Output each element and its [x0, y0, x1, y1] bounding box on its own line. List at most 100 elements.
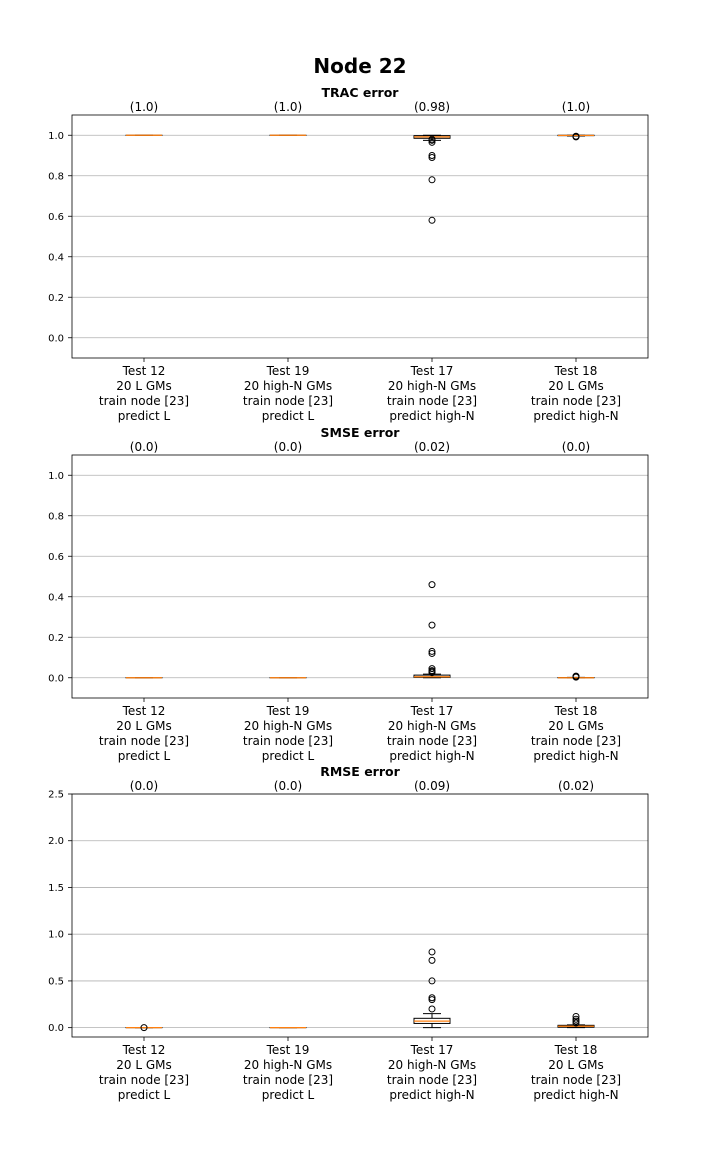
x-tick-label: Test 18 20 L GMs train node [23] predict hi… — [531, 364, 621, 423]
outlier-point — [428, 956, 436, 964]
figure-title: Node 22 — [313, 54, 406, 78]
median-label: (1.0) — [274, 100, 302, 114]
outlier-point — [428, 996, 436, 1004]
x-tick-label-line: Test 19 — [266, 364, 310, 378]
x-tick-label-line: 20 high-N GMs — [244, 719, 332, 733]
outlier-point — [428, 216, 436, 224]
x-tick-label-line: 20 L GMs — [548, 719, 604, 733]
median-label: (0.0) — [274, 440, 302, 454]
outlier-point — [572, 1019, 580, 1027]
outlier-point — [428, 649, 436, 657]
median-label: (1.0) — [130, 100, 158, 114]
outlier-point — [428, 176, 436, 184]
x-tick-label-line: train node [23] — [531, 394, 621, 408]
median-label: (0.0) — [130, 779, 158, 793]
outlier-point — [572, 133, 580, 141]
x-tick-label-line: train node [23] — [387, 1073, 477, 1087]
y-tick-label: 2.0 — [48, 836, 64, 847]
y-tick-label: 1.0 — [48, 131, 64, 142]
x-tick-label-line: predict L — [262, 409, 315, 423]
median-label: (0.02) — [414, 440, 450, 454]
x-tick-label: Test 19 20 high-N GMs train node [23] predi… — [243, 704, 333, 763]
y-tick-label: 1.0 — [48, 930, 64, 941]
axes-frame — [71, 454, 649, 699]
median-label: (1.0) — [562, 100, 590, 114]
x-tick-label-line: Test 19 — [266, 704, 310, 718]
y-tick-label: 0.0 — [48, 1023, 64, 1034]
outlier-point — [140, 1024, 148, 1032]
x-tick-label-line: predict high-N — [533, 409, 618, 423]
x-tick-label-line: 20 L GMs — [116, 379, 172, 393]
x-tick-label-line: 20 L GMs — [548, 1058, 604, 1072]
outlier-point — [428, 621, 436, 629]
x-tick-label: Test 19 20 high-N GMs train node [23] predi… — [243, 1043, 333, 1102]
x-tick-label-line: predict high-N — [533, 749, 618, 763]
x-tick-label-line: predict L — [262, 1088, 315, 1102]
x-tick-label-line: Test 17 — [410, 704, 454, 718]
y-tick-label: 0.8 — [48, 511, 64, 522]
outlier-point — [428, 948, 436, 956]
outlier-point — [428, 977, 436, 985]
outlier-point — [428, 154, 436, 162]
y-tick-label: 1.5 — [48, 883, 64, 894]
axes-frame — [71, 114, 649, 359]
x-tick-label: Test 12 20 L GMs train node [23] predict L — [99, 1043, 189, 1102]
x-tick-label-line: predict high-N — [389, 409, 474, 423]
x-tick-label-line: Test 18 — [554, 704, 598, 718]
y-tick-label: 1.0 — [48, 471, 64, 482]
chart-panel-2: SMSE error 0.0 0.2 0.4 0.6 0.8 1.0 (0.0) Test 12… — [48, 425, 649, 763]
x-tick-label: Test 12 20 L GMs train node [23] predict L — [99, 704, 189, 763]
x-tick-label-line: 20 L GMs — [116, 719, 172, 733]
y-tick-label: 0.4 — [48, 252, 64, 263]
x-tick-label-line: 20 high-N GMs — [388, 719, 476, 733]
outlier-point — [428, 152, 436, 159]
median-label: (0.09) — [414, 779, 450, 793]
median-label: (0.98) — [414, 100, 450, 114]
median-label: (0.0) — [274, 779, 302, 793]
y-tick-label: 0.5 — [48, 976, 64, 987]
x-tick-label-line: 20 L GMs — [116, 1058, 172, 1072]
outlier-point — [428, 647, 436, 655]
x-tick-label-line: Test 17 — [410, 1043, 454, 1057]
x-tick-label-line: 20 high-N GMs — [244, 1058, 332, 1072]
x-tick-label-line: Test 12 — [122, 364, 166, 378]
x-tick-label-line: train node [23] — [387, 734, 477, 748]
x-tick-label: Test 19 20 high-N GMs train node [23] predi… — [243, 364, 333, 423]
axes-frame — [71, 793, 649, 1038]
x-tick-label-line: train node [23] — [99, 734, 189, 748]
x-tick-label: Test 17 20 high-N GMs train node [23] predi… — [387, 364, 477, 423]
x-tick-label-line: Test 18 — [554, 364, 598, 378]
x-tick-label-line: train node [23] — [387, 394, 477, 408]
x-tick-label-line: predict L — [118, 1088, 171, 1102]
y-tick-label: 0.2 — [48, 633, 64, 644]
outlier-point — [428, 1005, 436, 1013]
outlier-point — [572, 1015, 580, 1023]
x-tick-label-line: predict L — [118, 749, 171, 763]
y-tick-label: 0.8 — [48, 171, 64, 182]
x-tick-label-line: train node [23] — [531, 734, 621, 748]
y-tick-label: 0.4 — [48, 592, 64, 603]
outlier-point — [428, 136, 436, 144]
y-tick-label: 0.0 — [48, 673, 64, 684]
x-tick-label-line: train node [23] — [531, 1073, 621, 1087]
x-tick-label: Test 18 20 L GMs train node [23] predict hi… — [531, 1043, 621, 1102]
x-tick-label-line: Test 19 — [266, 1043, 310, 1057]
y-tick-label: 0.6 — [48, 212, 64, 223]
x-tick-label-line: Test 18 — [554, 1043, 598, 1057]
x-tick-label-line: predict L — [262, 749, 315, 763]
outlier-point — [572, 1012, 580, 1020]
median-label: (0.0) — [130, 440, 158, 454]
y-tick-label: 0.2 — [48, 293, 64, 304]
x-tick-label: Test 18 20 L GMs train node [23] predict hi… — [531, 704, 621, 763]
outlier-point — [572, 1017, 580, 1025]
x-tick-label-line: predict high-N — [389, 749, 474, 763]
median-label: (0.02) — [558, 779, 594, 793]
x-tick-label-line: predict high-N — [533, 1088, 618, 1102]
x-tick-label-line: predict high-N — [389, 1088, 474, 1102]
x-tick-label-line: train node [23] — [243, 734, 333, 748]
y-tick-label: 2.5 — [48, 790, 64, 801]
x-tick-label: Test 17 20 high-N GMs train node [23] predi… — [387, 1043, 477, 1102]
chart-panel-1: TRAC error 0.0 0.2 0.4 0.6 0.8 1.0 (1.0) Test 12… — [48, 85, 649, 423]
x-tick-label-line: predict L — [118, 409, 171, 423]
x-tick-label-line: train node [23] — [99, 394, 189, 408]
